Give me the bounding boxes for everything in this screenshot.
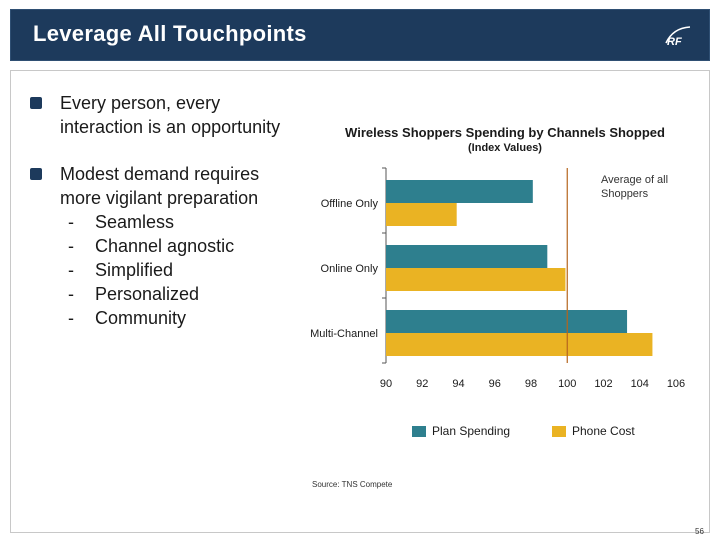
source-note: Source: TNS Compete — [312, 480, 393, 489]
bullet-square-icon — [30, 168, 42, 180]
title-bar: Leverage All Touchpoints RF — [10, 9, 710, 61]
dash-marker: - — [68, 284, 74, 304]
sub-list-item: - Seamless — [68, 212, 175, 232]
sub-list-item: - Channel agnostic — [68, 236, 235, 256]
rf-logo-icon: RF — [665, 26, 691, 48]
sub-list: - Seamless - Channel agnostic - Simplified … — [60, 210, 300, 330]
dash-marker: - — [68, 260, 74, 280]
bullet-item: Modest demand requires more vigilant pre… — [30, 162, 300, 330]
bullet-text: Modest demand requires more vigilant pre… — [60, 164, 260, 208]
svg-text:RF: RF — [667, 36, 682, 48]
sub-list-item: - Personalized — [68, 284, 200, 304]
sub-list-item: - Simplified — [68, 260, 174, 280]
content-frame — [10, 70, 710, 533]
page-number: 56 — [695, 527, 704, 536]
sub-list-item: - Community — [68, 308, 187, 328]
dash-marker: - — [68, 236, 74, 256]
page-title: Leverage All Touchpoints — [33, 21, 307, 46]
bullet-square-icon — [30, 97, 42, 109]
dash-marker: - — [68, 212, 74, 232]
dash-marker: - — [68, 308, 74, 328]
bullet-item: Every person, every interaction is an op… — [30, 91, 300, 139]
chart-subtitle: (Index Values) — [468, 142, 542, 154]
legend-swatch — [552, 426, 566, 437]
reference-line-label: Average of all Shoppers — [601, 174, 669, 200]
bullet-text: Every person, every interaction is an op… — [60, 93, 281, 137]
legend-swatch — [412, 426, 426, 437]
chart-title: Wireless Shoppers Spending by Channels S… — [345, 125, 665, 140]
